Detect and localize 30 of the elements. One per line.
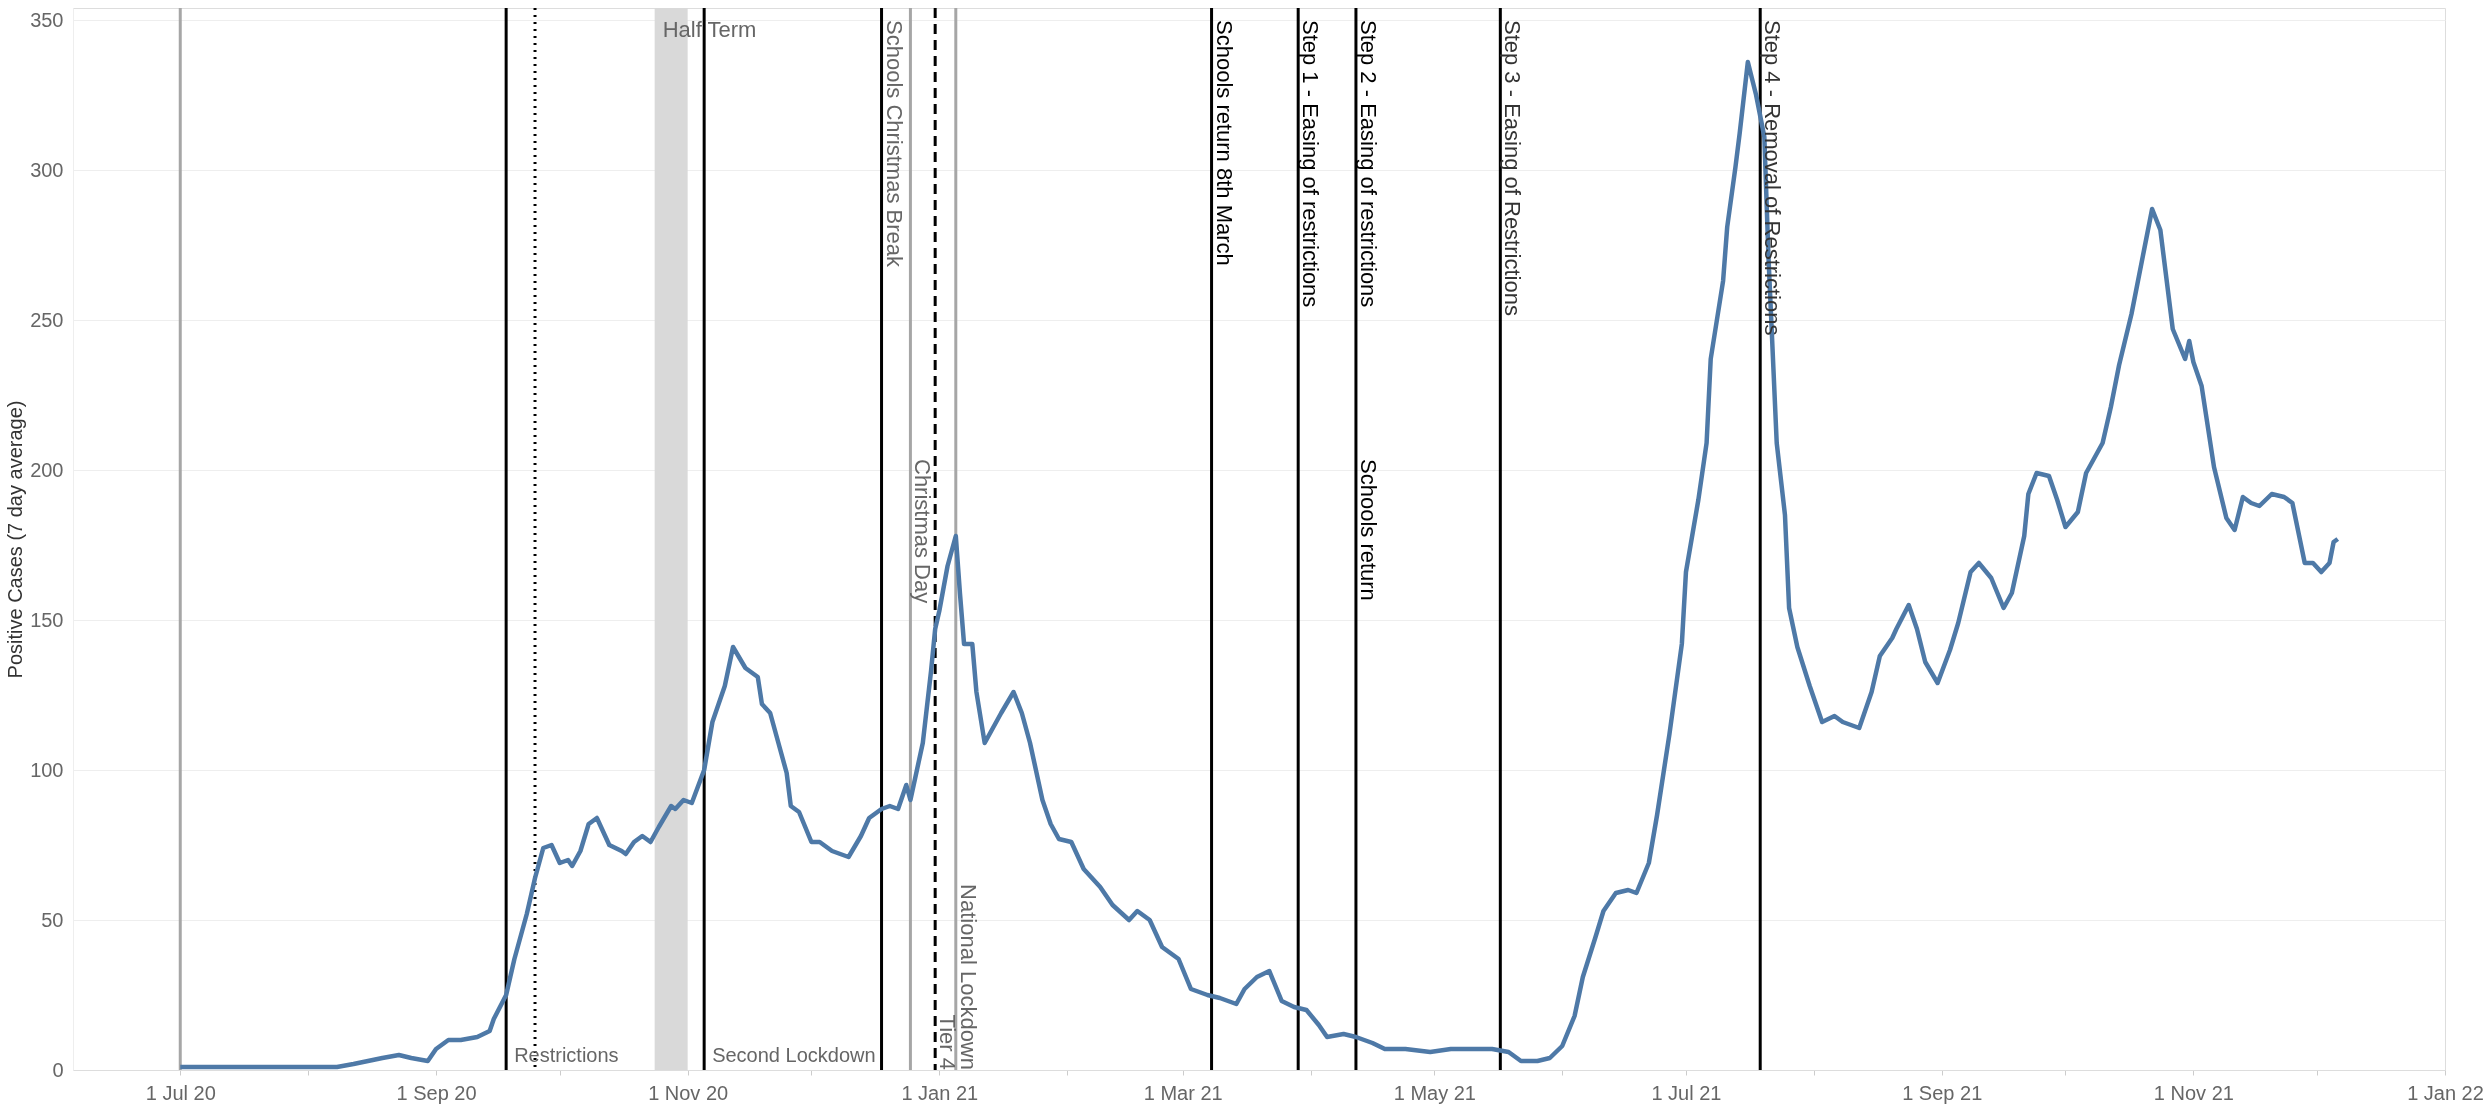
- y-axis-title: Positive Cases (7 day average): [4, 400, 27, 679]
- y-tick-label: 50: [41, 908, 64, 931]
- x-tick-label: 1 Jan 21: [901, 1081, 979, 1104]
- annotation: Schools return: [1355, 459, 1381, 601]
- ref-line-label: Schools Christmas Break: [881, 20, 907, 268]
- x-tick-label: 1 Sep 20: [396, 1081, 477, 1104]
- x-tick-label: 1 Nov 20: [648, 1081, 729, 1104]
- x-tick-label: 1 Nov 21: [2153, 1081, 2234, 1104]
- ref-line-label: Restrictions: [514, 1044, 619, 1066]
- x-tick-label: 1 Mar 21: [1143, 1081, 1223, 1104]
- x-tick-label: 1 Jul 20: [145, 1081, 216, 1104]
- ref-line-label: Second Lockdown: [712, 1044, 876, 1066]
- x-tick-label: 1 May 21: [1393, 1081, 1476, 1104]
- ref-line-label: Schools return 8th March: [1211, 20, 1237, 266]
- y-tick-label: 100: [30, 758, 64, 781]
- ref-line-label: Step 2 - Easing of restrictions: [1355, 20, 1381, 308]
- ref-line-label: Step 1 - Easing of restrictions: [1298, 20, 1324, 308]
- band-label: Half Term: [662, 17, 757, 42]
- y-tick-label: 300: [30, 158, 64, 181]
- ref-line-label: Christmas Day: [910, 459, 936, 604]
- ref-line-label: Step 3 - Easing of Restrictions: [1500, 20, 1526, 316]
- y-tick-label: 350: [30, 8, 64, 31]
- y-tick-label: 150: [30, 608, 64, 631]
- x-tick-label: 1 Sep 21: [1902, 1081, 1983, 1104]
- y-tick-label: 200: [30, 458, 64, 481]
- ref-line-label: Step 4 - Removal of Restrictions: [1760, 20, 1786, 336]
- y-tick-label: 0: [52, 1058, 64, 1081]
- x-tick-label: 1 Jan 22: [2407, 1081, 2484, 1104]
- x-tick-label: 1 Jul 21: [1651, 1081, 1722, 1104]
- y-tick-label: 250: [30, 308, 64, 331]
